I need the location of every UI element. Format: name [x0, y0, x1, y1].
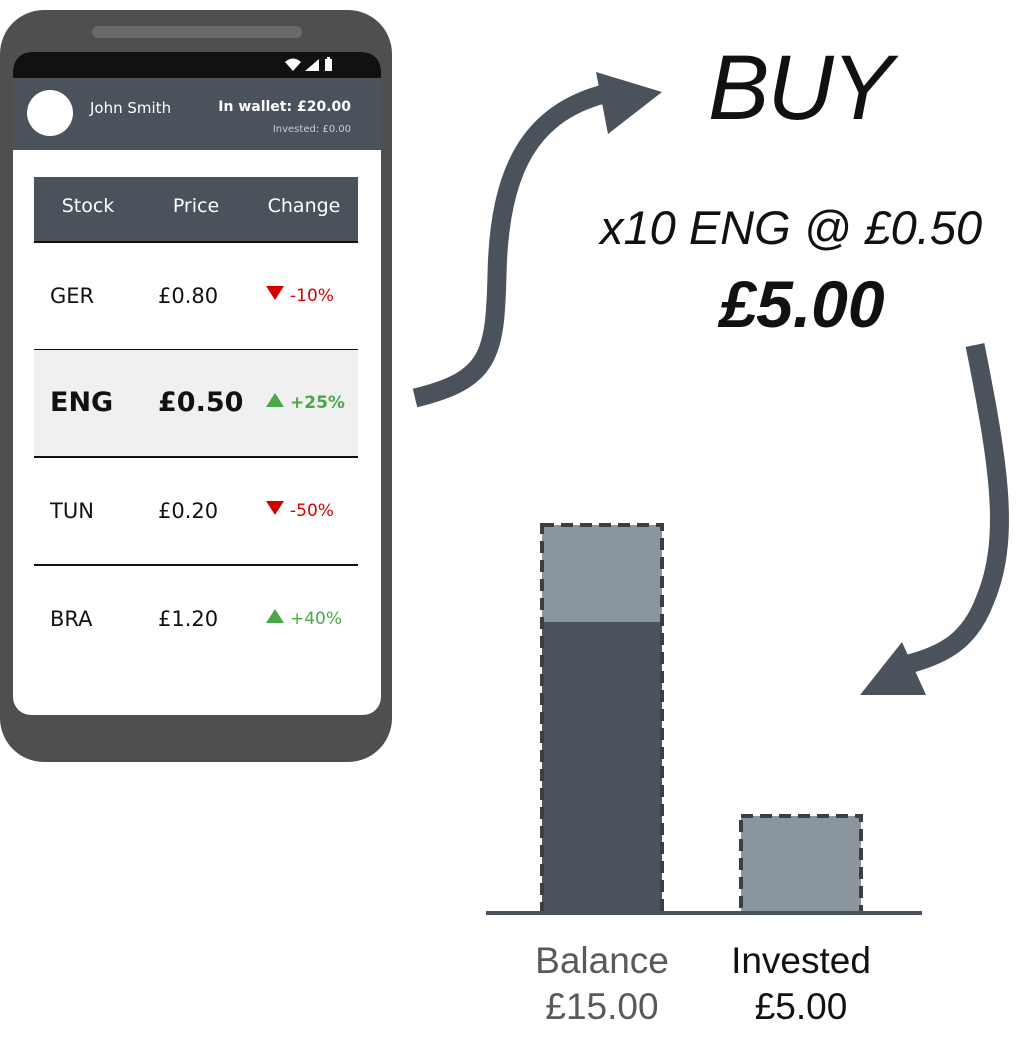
arrow-head-buy-icon: [596, 72, 662, 134]
stock-change: -10%: [266, 243, 334, 349]
table-row[interactable]: GER £0.80 -10%: [34, 243, 358, 351]
header-change: Change: [267, 195, 341, 217]
change-value: +25%: [290, 393, 345, 413]
trade-action: BUY: [708, 37, 893, 139]
stock-table-header: Stock Price Change: [34, 177, 358, 243]
user-name: John Smith: [90, 99, 172, 117]
phone-screen: John Smith In wallet: £20.00 Invested: £…: [13, 52, 381, 715]
phone-speaker: [92, 26, 302, 38]
stock-change: +40%: [266, 566, 342, 672]
up-triangle-icon: [266, 609, 284, 623]
stock-price: £0.50: [158, 387, 244, 418]
bar-balance: [542, 622, 662, 913]
balance-chart: [486, 523, 922, 915]
wallet-balance: In wallet: £20.00: [218, 99, 351, 115]
wifi-icon: [285, 58, 301, 71]
table-row[interactable]: BRA £1.20 +40%: [34, 566, 358, 672]
stock-change: -50%: [266, 458, 334, 564]
value-invested: £5.00: [754, 986, 848, 1027]
bar-balance-change: [542, 525, 662, 622]
change-value: -10%: [290, 286, 334, 306]
category-invested: Invested: [731, 940, 871, 981]
label-balance: Balance £15.00: [502, 940, 702, 1028]
stock-symbol: GER: [50, 284, 95, 308]
stock-symbol: BRA: [50, 607, 93, 631]
table-row[interactable]: TUN £0.20 -50%: [34, 458, 358, 566]
table-row-selected[interactable]: ENG £0.50 +25%: [34, 350, 358, 458]
label-invested: Invested £5.00: [701, 940, 901, 1028]
trade-total: £5.00: [719, 267, 885, 341]
stock-price: £1.20: [158, 607, 219, 631]
stock-change: +25%: [266, 350, 345, 456]
invested-amount: Invested: £0.00: [272, 124, 351, 135]
trade-order: x10 ENG @ £0.50: [600, 201, 983, 254]
stock-price: £0.80: [158, 284, 219, 308]
app-bar: John Smith In wallet: £20.00 Invested: £…: [13, 78, 381, 150]
status-bar: [13, 52, 381, 78]
bar-invested: [741, 816, 861, 913]
bar-balance-outline: [540, 523, 664, 915]
battery-icon: [325, 59, 332, 71]
stock-symbol: ENG: [50, 387, 114, 418]
up-triangle-icon: [266, 393, 284, 407]
value-balance: £15.00: [545, 986, 659, 1027]
header-stock: Stock: [61, 195, 115, 217]
arrow-head-chart-icon: [860, 642, 926, 695]
status-icons: [285, 57, 332, 71]
stock-price: £0.20: [158, 499, 219, 523]
avatar[interactable]: [27, 90, 73, 136]
stock-symbol: TUN: [50, 499, 94, 523]
signal-icon: [305, 59, 319, 71]
change-value: +40%: [290, 609, 343, 629]
down-triangle-icon: [266, 286, 284, 300]
category-balance: Balance: [535, 940, 669, 981]
header-price: Price: [172, 195, 220, 217]
arrow-to-buy: [412, 82, 615, 408]
phone-mockup: John Smith In wallet: £20.00 Invested: £…: [0, 10, 392, 762]
arrow-to-chart: [902, 343, 1009, 675]
change-value: -50%: [290, 501, 334, 521]
down-triangle-icon: [266, 501, 284, 515]
